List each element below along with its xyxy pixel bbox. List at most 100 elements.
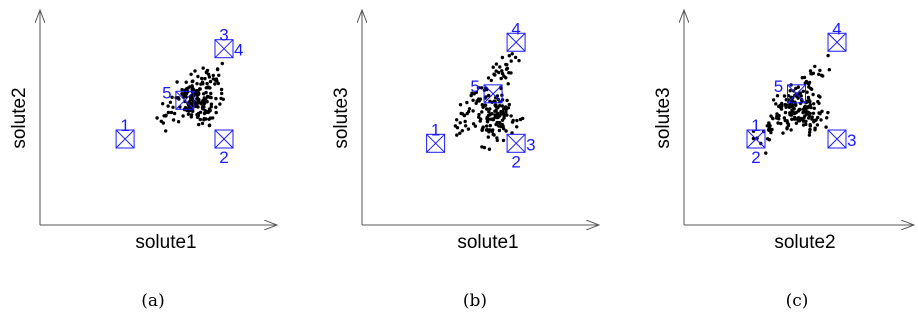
data-point xyxy=(781,131,785,135)
solute-marker xyxy=(506,32,526,52)
data-point xyxy=(771,98,776,102)
data-point xyxy=(489,117,493,121)
data-point xyxy=(806,95,811,100)
data-point xyxy=(489,78,493,83)
data-point xyxy=(485,115,489,120)
data-point xyxy=(785,103,789,108)
data-point xyxy=(185,87,189,91)
data-point xyxy=(480,103,484,107)
solute-marker-label: 4 xyxy=(832,19,841,38)
data-point xyxy=(770,127,774,132)
data-point xyxy=(176,120,181,124)
data-point xyxy=(215,67,220,72)
data-point xyxy=(506,82,510,86)
data-point xyxy=(495,115,499,119)
data-point xyxy=(826,53,830,58)
data-point xyxy=(455,133,459,137)
data-point xyxy=(189,101,193,105)
data-point xyxy=(203,108,207,113)
data-point xyxy=(808,103,812,107)
data-point xyxy=(184,80,188,84)
data-point xyxy=(201,66,205,70)
data-point xyxy=(214,96,218,101)
data-point xyxy=(808,111,812,116)
data-point xyxy=(811,92,815,97)
data-point xyxy=(803,107,808,112)
data-point xyxy=(208,86,212,90)
data-point xyxy=(166,110,171,115)
data-point xyxy=(783,110,788,115)
data-point xyxy=(192,88,196,92)
data-point xyxy=(194,102,198,106)
data-point xyxy=(815,123,820,127)
data-point xyxy=(806,105,810,110)
data-point xyxy=(217,73,221,78)
data-point xyxy=(797,119,802,123)
data-point xyxy=(220,61,224,66)
data-point xyxy=(202,118,206,122)
data-point xyxy=(479,86,484,90)
data-point xyxy=(505,98,509,103)
data-point xyxy=(207,123,212,127)
data-point xyxy=(189,72,193,77)
data-point xyxy=(495,138,499,143)
data-point xyxy=(819,118,823,122)
data-point xyxy=(495,121,499,125)
data-point xyxy=(197,122,201,127)
x-axis-title: solute1 xyxy=(135,232,196,253)
solute-marker xyxy=(214,39,234,59)
data-point xyxy=(501,138,506,143)
data-point xyxy=(209,91,213,96)
data-point xyxy=(779,121,783,126)
data-point xyxy=(487,130,491,134)
data-point xyxy=(824,125,828,129)
solute-marker-label: 3 xyxy=(219,26,228,45)
data-point xyxy=(195,113,199,117)
data-point xyxy=(493,73,497,77)
data-point xyxy=(490,100,494,105)
data-point xyxy=(518,117,523,122)
solute-marker-label: 4 xyxy=(511,19,520,38)
data-point xyxy=(494,62,499,66)
solute-marker-label: 2 xyxy=(511,152,520,171)
data-point xyxy=(496,111,500,116)
data-point xyxy=(205,100,209,104)
data-point xyxy=(480,110,484,114)
data-point xyxy=(180,92,185,97)
data-point xyxy=(771,116,775,121)
data-point xyxy=(480,128,484,132)
data-point xyxy=(506,106,511,110)
axes xyxy=(40,10,277,225)
data-point xyxy=(164,114,168,118)
data-point xyxy=(183,106,188,110)
data-point xyxy=(462,113,467,118)
panel-caption: (c) xyxy=(786,291,809,311)
data-point xyxy=(785,119,789,123)
data-point xyxy=(477,115,481,119)
data-point xyxy=(211,73,215,78)
data-point xyxy=(817,111,821,115)
data-point xyxy=(812,102,816,106)
data-point xyxy=(816,115,820,120)
data-point xyxy=(801,89,805,94)
solute-marker-label: 3 xyxy=(526,135,535,154)
data-point xyxy=(488,107,492,111)
data-point xyxy=(207,75,212,79)
data-point xyxy=(497,128,502,133)
solute-marker xyxy=(483,84,503,104)
data-point xyxy=(213,82,217,86)
data-point xyxy=(458,103,463,107)
data-point xyxy=(203,76,207,81)
data-point xyxy=(487,93,491,98)
data-point xyxy=(788,111,792,115)
data-point xyxy=(499,76,503,81)
data-point xyxy=(196,89,200,93)
data-point xyxy=(775,112,779,116)
y-axis-title: solute2 xyxy=(9,87,30,148)
data-point xyxy=(793,115,797,120)
data-point xyxy=(500,71,505,76)
data-point xyxy=(200,121,205,126)
data-point xyxy=(494,69,498,73)
